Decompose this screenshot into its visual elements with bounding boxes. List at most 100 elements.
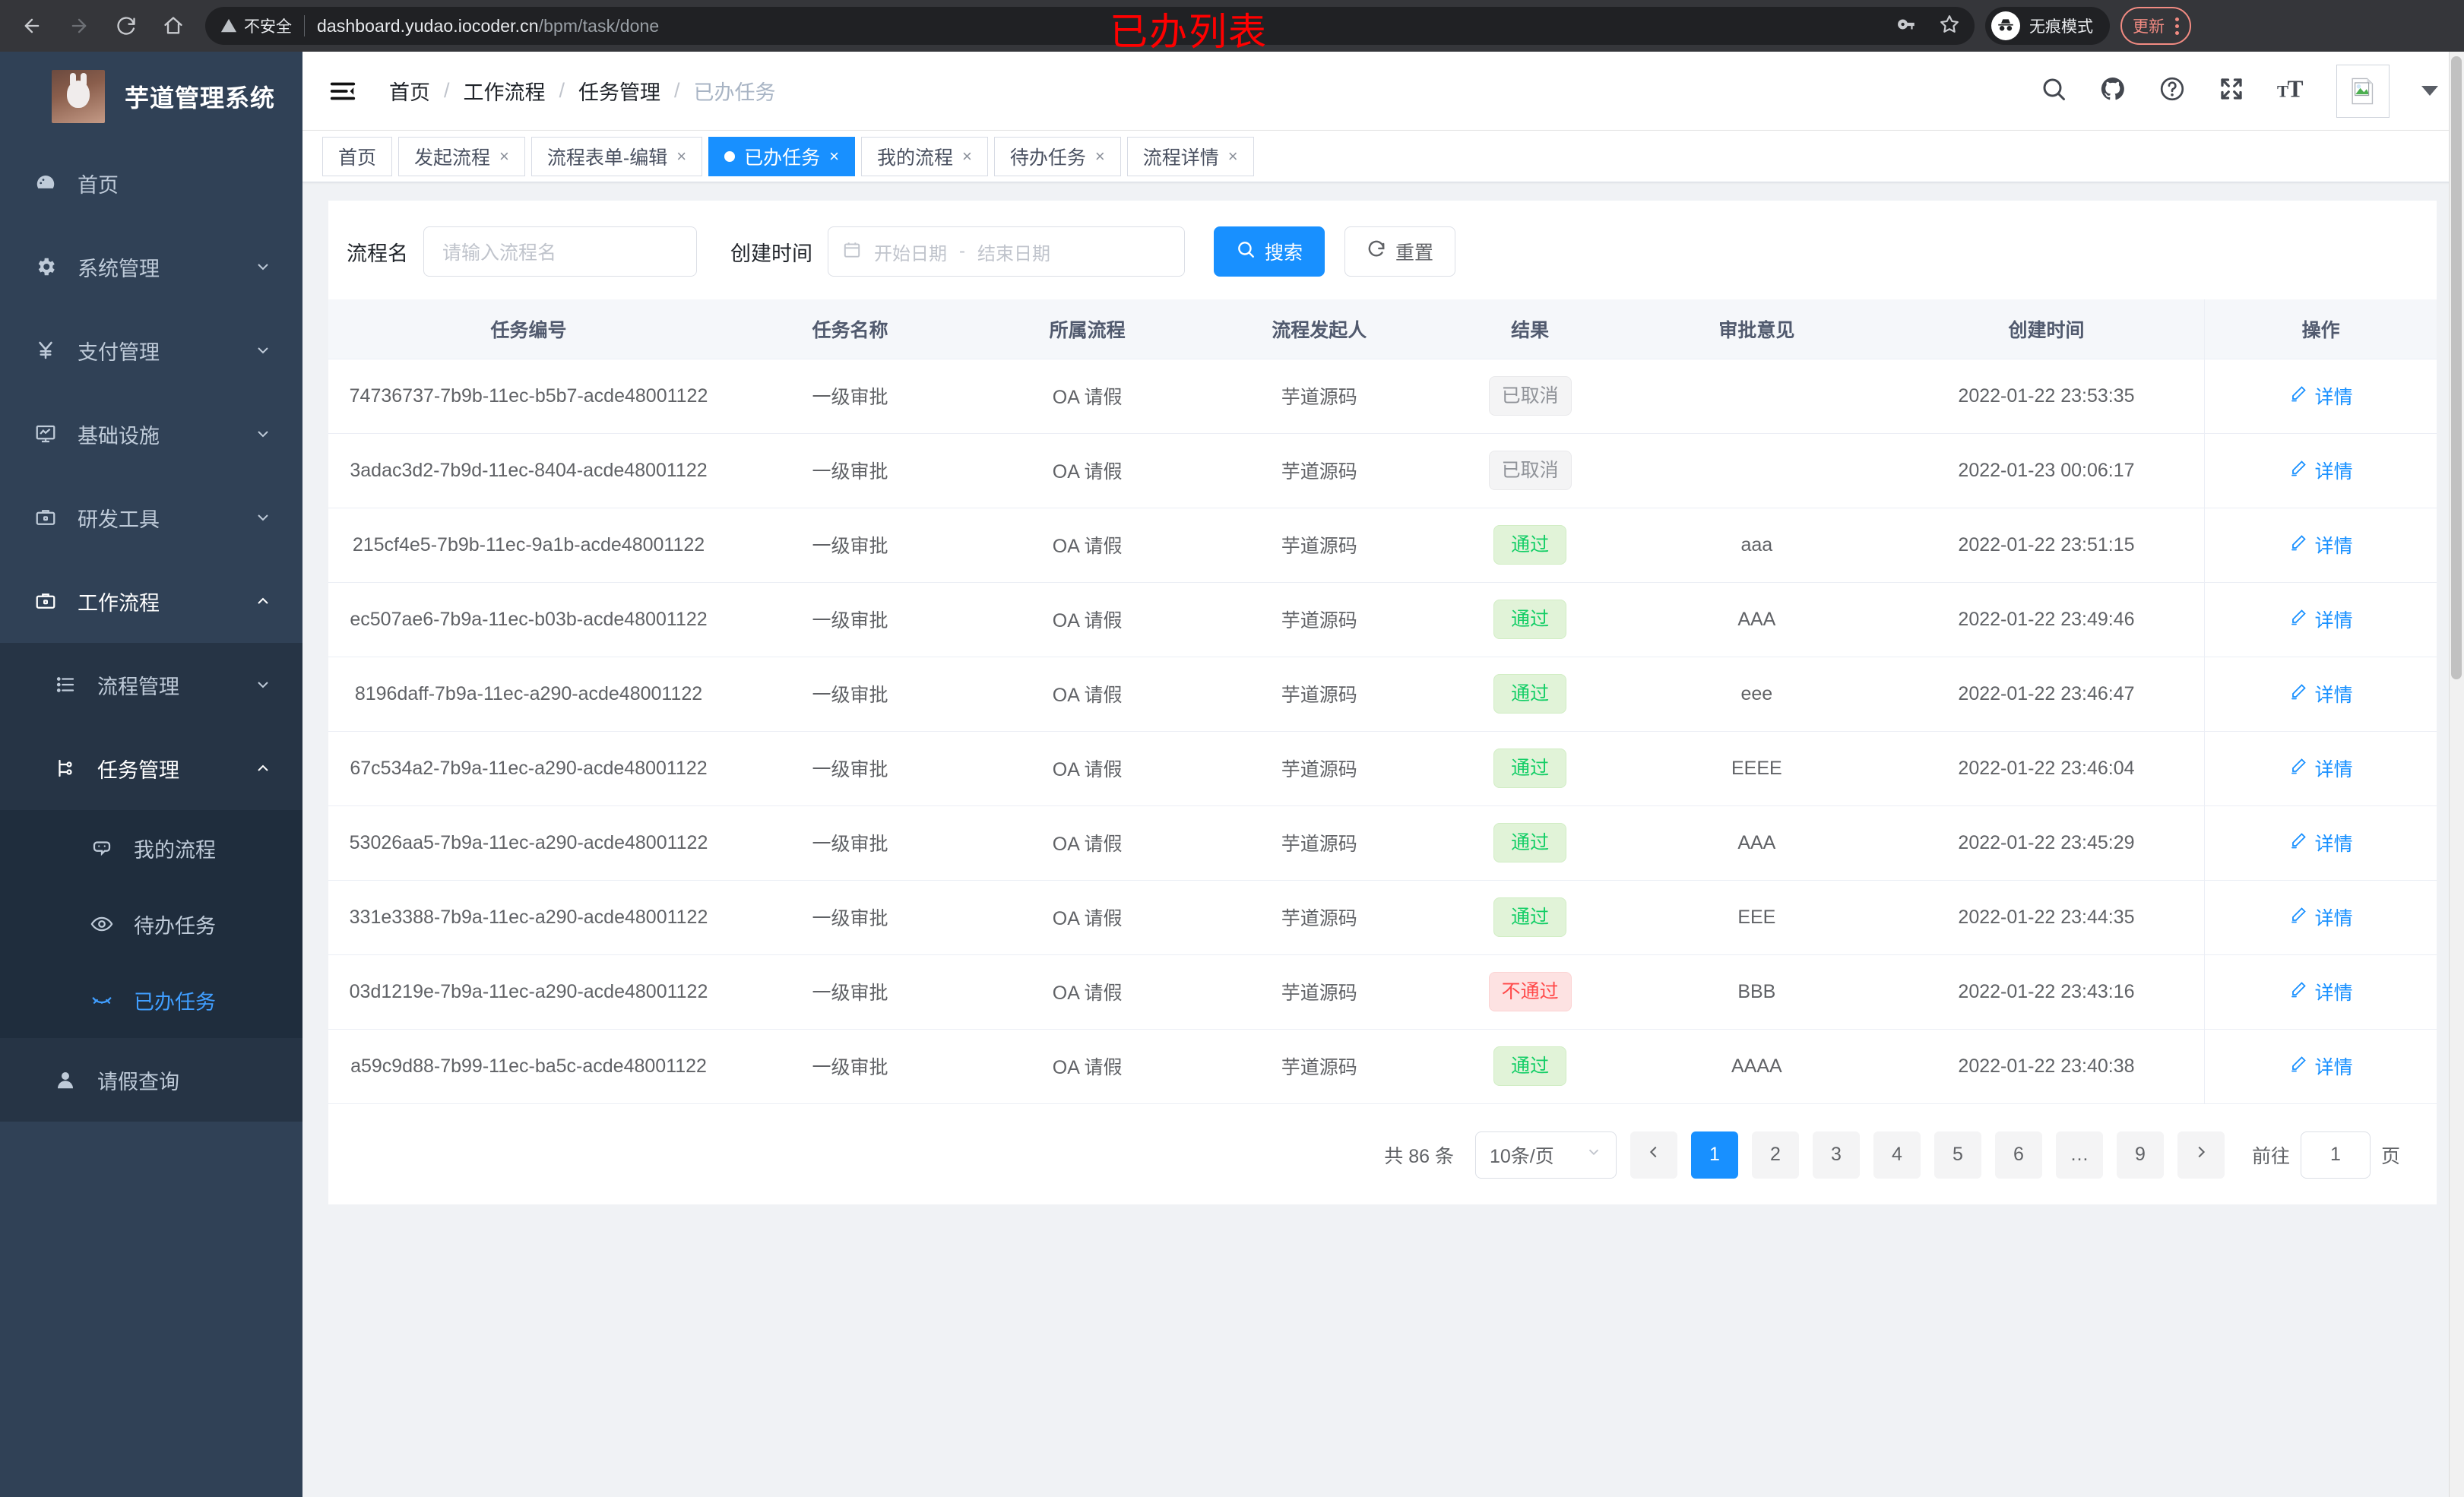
breadcrumb-item[interactable]: 任务管理	[578, 81, 661, 104]
detail-button[interactable]: 详情	[2289, 531, 2353, 559]
cell-task-name: 一级审批	[729, 731, 972, 806]
detail-button[interactable]: 详情	[2289, 978, 2353, 1005]
cell-create-time: 2022-01-22 23:43:16	[1888, 954, 2205, 1030]
cell-process: OA 请假	[971, 433, 1204, 508]
fullscreen-icon[interactable]	[2218, 75, 2245, 106]
pagination-page-3[interactable]: 3	[1812, 1131, 1860, 1179]
detail-button[interactable]: 详情	[2289, 904, 2353, 931]
sidebar-item-workflow[interactable]: 工作流程	[0, 559, 302, 643]
tab-done-task[interactable]: 已办任务 ×	[708, 136, 855, 176]
sidebar-item-my-process[interactable]: 我的流程	[0, 810, 302, 886]
sidebar-item-process-manage[interactable]: 流程管理	[0, 643, 302, 726]
sidebar-item-task-manage[interactable]: 任务管理	[0, 726, 302, 810]
broken-image-icon	[2352, 78, 2374, 104]
reset-button[interactable]: 重置	[1344, 226, 1456, 277]
sidebar-item-system[interactable]: 系统管理	[0, 225, 302, 309]
sidebar-item-label: 流程管理	[97, 675, 179, 698]
cell-action: 详情	[2204, 1029, 2437, 1104]
column-header-process: 所属流程	[971, 299, 1204, 359]
page-scrollbar-thumb[interactable]	[2451, 56, 2462, 679]
close-icon[interactable]: ×	[499, 146, 509, 166]
incognito-indicator[interactable]: 无痕模式	[1985, 7, 2110, 45]
cell-opinion: aaa	[1624, 508, 1889, 583]
sidebar-item-leave-query[interactable]: 请假查询	[0, 1038, 302, 1122]
home-button[interactable]	[152, 5, 195, 47]
pagination-page-9[interactable]: 9	[2116, 1131, 2164, 1179]
pagination-page-4[interactable]: 4	[1873, 1131, 1921, 1179]
address-bar[interactable]: 不安全 dashboard.yudao.iocoder.cn/bpm/task/…	[205, 7, 1975, 45]
cell-task-id: 67c534a2-7b9a-11ec-a290-acde48001122	[328, 731, 730, 806]
close-icon[interactable]: ×	[961, 146, 972, 166]
back-button[interactable]	[11, 5, 53, 47]
detail-button[interactable]: 详情	[2289, 1052, 2353, 1080]
sidebar-item-done-task[interactable]: 已办任务	[0, 962, 302, 1038]
sidebar-item-home[interactable]: 首页	[0, 141, 302, 225]
tab-home[interactable]: 首页	[322, 136, 393, 176]
detail-button[interactable]: 详情	[2289, 755, 2353, 782]
detail-label: 详情	[2314, 1057, 2353, 1078]
tab-my-process[interactable]: 我的流程 ×	[860, 136, 988, 176]
sidebar-item-label: 基础设施	[78, 424, 160, 448]
avatar[interactable]	[2336, 64, 2390, 118]
table-header-row: 任务编号 任务名称 所属流程 流程发起人 结果 审批意见 创建时间 操作	[328, 299, 2437, 359]
brand[interactable]: 芋道管理系统	[0, 52, 302, 141]
cell-opinion: EEEE	[1624, 731, 1889, 806]
sidebar-item-infrastructure[interactable]: 基础设施	[0, 392, 302, 476]
bookmark-star-icon[interactable]	[1940, 14, 1959, 38]
tab-process-detail[interactable]: 流程详情 ×	[1126, 136, 1254, 176]
search-button[interactable]: 搜索	[1214, 226, 1325, 277]
forward-button[interactable]	[58, 5, 100, 47]
chrome-menu-icon[interactable]	[2175, 17, 2179, 35]
update-label: 更新	[2133, 18, 2165, 36]
pagination-page-6[interactable]: 6	[1994, 1131, 2042, 1179]
page-size-value: 10条/页	[1489, 1145, 1554, 1167]
detail-button[interactable]: 详情	[2289, 606, 2353, 633]
hamburger-menu-icon[interactable]	[328, 77, 357, 106]
pagination-next[interactable]	[2177, 1131, 2225, 1179]
sidebar-item-payment[interactable]: 支付管理	[0, 309, 302, 392]
detail-button[interactable]: 详情	[2289, 382, 2353, 410]
close-icon[interactable]: ×	[676, 146, 687, 166]
tab-start-process[interactable]: 发起流程 ×	[398, 136, 525, 176]
close-icon[interactable]: ×	[829, 146, 839, 166]
jump-input[interactable]: 1	[2300, 1131, 2371, 1179]
detail-button[interactable]: 详情	[2289, 829, 2353, 856]
edit-pencil-icon	[2289, 682, 2307, 706]
pagination-page-1[interactable]: 1	[1690, 1131, 1738, 1179]
create-time-daterange[interactable]: 开始日期 - 结束日期	[828, 226, 1185, 277]
sidebar-item-todo-task[interactable]: 待办任务	[0, 886, 302, 962]
edit-pencil-icon	[2289, 385, 2307, 408]
page-size-select[interactable]: 10条/页	[1474, 1131, 1617, 1179]
pagination-page-5[interactable]: 5	[1934, 1131, 1981, 1179]
edit-pencil-icon	[2289, 608, 2307, 631]
cell-action: 详情	[2204, 582, 2437, 657]
cell-result: 通过	[1435, 1029, 1625, 1104]
update-button[interactable]: 更新	[2120, 7, 2191, 45]
cell-task-name: 一级审批	[729, 508, 972, 583]
browser-chrome: 不安全 dashboard.yudao.iocoder.cn/bpm/task/…	[0, 0, 2464, 52]
search-icon[interactable]	[2040, 75, 2067, 106]
tab-todo-task[interactable]: 待办任务 ×	[993, 136, 1121, 176]
filter-bar: 流程名 请输入流程名 创建时间 开始日期 - 结束日期 搜索	[328, 201, 2437, 299]
reload-button[interactable]	[105, 5, 147, 47]
close-icon[interactable]: ×	[1094, 146, 1105, 166]
github-icon[interactable]	[2099, 75, 2127, 106]
pagination-page-2[interactable]: 2	[1751, 1131, 1799, 1179]
tab-process-form-edit[interactable]: 流程表单-编辑 ×	[530, 136, 703, 176]
close-icon[interactable]: ×	[1227, 146, 1238, 166]
help-icon[interactable]	[2158, 75, 2186, 106]
chevron-down-icon[interactable]	[2421, 86, 2438, 96]
breadcrumb-item[interactable]: 工作流程	[463, 81, 546, 104]
table-row: 8196daff-7b9a-11ec-a290-acde48001122 一级审批…	[328, 657, 2437, 732]
breadcrumb-item[interactable]: 首页	[389, 81, 430, 104]
pagination-prev[interactable]	[1629, 1131, 1677, 1179]
refresh-icon	[1367, 239, 1386, 264]
detail-button[interactable]: 详情	[2289, 680, 2353, 707]
password-key-icon[interactable]	[1897, 14, 1917, 38]
detail-button[interactable]: 详情	[2289, 457, 2353, 484]
sidebar-item-devtools[interactable]: 研发工具	[0, 476, 302, 559]
pagination-ellipsis[interactable]: …	[2055, 1131, 2103, 1179]
process-name-input[interactable]: 请输入流程名	[423, 226, 697, 277]
